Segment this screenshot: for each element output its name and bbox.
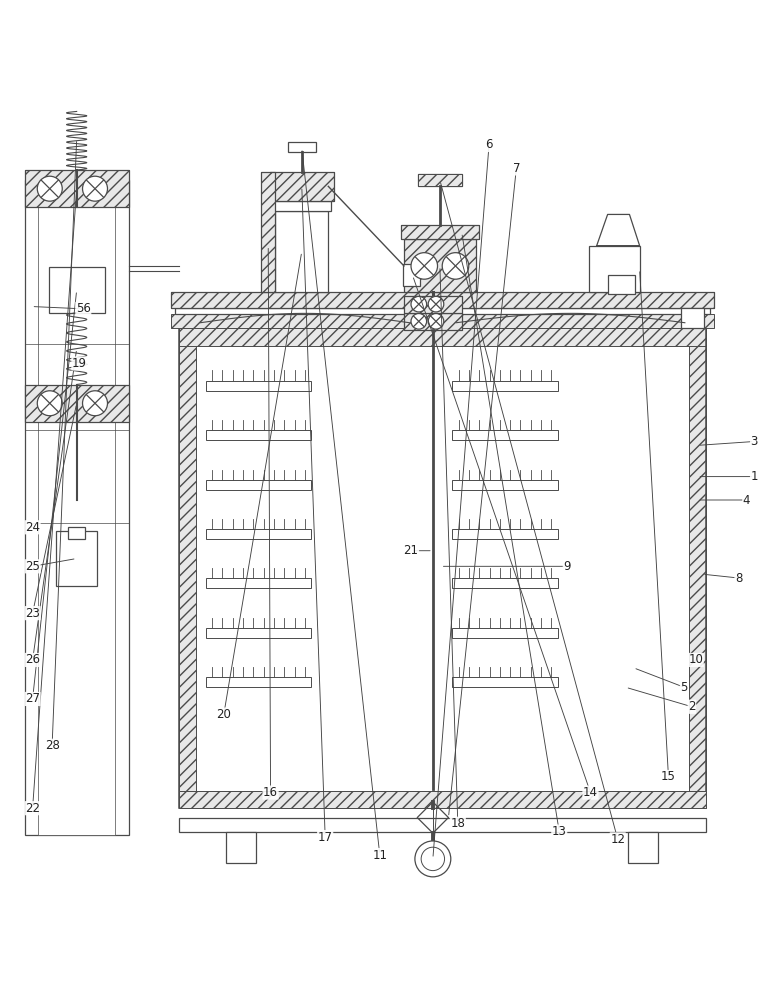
Text: 28: 28 (45, 739, 60, 752)
Circle shape (38, 391, 62, 416)
Text: 14: 14 (583, 786, 598, 799)
Bar (272, 201, 331, 211)
Circle shape (428, 314, 444, 329)
Bar (453, 578, 557, 588)
Circle shape (411, 314, 427, 329)
Text: 4: 4 (743, 493, 750, 506)
Bar (453, 529, 557, 539)
Bar (179, 791, 706, 808)
Bar (206, 381, 311, 391)
Bar (403, 313, 462, 330)
Text: 5: 5 (680, 681, 687, 694)
Bar (206, 578, 311, 588)
Circle shape (428, 296, 444, 312)
Bar (56, 531, 97, 586)
Bar (276, 211, 328, 292)
Bar (49, 267, 105, 313)
Bar (401, 225, 479, 239)
Text: 3: 3 (751, 435, 758, 448)
Bar (179, 791, 706, 808)
Bar (38, 180, 115, 835)
Bar (206, 677, 311, 687)
Text: 21: 21 (403, 544, 418, 557)
Bar (689, 328, 706, 808)
Circle shape (82, 176, 107, 201)
Text: 19: 19 (72, 357, 87, 370)
Bar (206, 480, 311, 490)
Bar (404, 239, 476, 292)
Bar (171, 292, 714, 308)
Text: 10: 10 (688, 653, 703, 666)
Text: 20: 20 (216, 708, 231, 721)
Bar (403, 264, 420, 286)
Bar (403, 313, 462, 330)
Bar (206, 628, 311, 638)
Text: 15: 15 (661, 770, 676, 783)
Bar (401, 225, 479, 239)
Bar (418, 174, 462, 186)
Bar (608, 275, 635, 294)
Bar (171, 314, 714, 328)
Text: 27: 27 (25, 692, 40, 705)
Bar (171, 292, 714, 308)
Circle shape (442, 253, 469, 279)
Bar (25, 170, 128, 207)
Bar (179, 328, 706, 808)
Bar (403, 296, 462, 313)
Bar (262, 172, 276, 292)
Text: 18: 18 (450, 817, 465, 830)
Bar (287, 142, 316, 152)
Bar (453, 677, 557, 687)
Bar (628, 832, 658, 863)
Text: 17: 17 (318, 831, 333, 844)
Text: 9: 9 (563, 560, 571, 573)
Circle shape (415, 841, 451, 877)
Bar (226, 832, 256, 863)
Text: 56: 56 (76, 302, 91, 315)
Text: 11: 11 (372, 849, 388, 862)
Circle shape (411, 253, 438, 279)
Bar (25, 180, 128, 835)
Text: 16: 16 (263, 786, 278, 799)
Text: 1: 1 (751, 470, 758, 483)
Bar (179, 328, 197, 808)
Bar (179, 325, 706, 346)
Bar (403, 296, 462, 313)
Bar (453, 381, 557, 391)
Text: 26: 26 (25, 653, 40, 666)
Circle shape (38, 176, 62, 201)
Text: 6: 6 (485, 138, 493, 151)
Text: 12: 12 (610, 833, 626, 846)
Circle shape (82, 391, 107, 416)
Text: 22: 22 (25, 802, 40, 815)
Text: 8: 8 (735, 572, 742, 585)
Circle shape (411, 296, 427, 312)
Bar (681, 308, 705, 328)
Circle shape (421, 847, 445, 871)
Bar (270, 172, 334, 201)
Bar (418, 174, 462, 186)
Bar (25, 385, 128, 422)
Text: 24: 24 (25, 521, 40, 534)
Bar (453, 480, 557, 490)
Bar (453, 430, 557, 440)
Text: 7: 7 (513, 162, 520, 175)
Bar (262, 172, 276, 292)
Bar (25, 385, 128, 422)
Bar (25, 170, 128, 207)
Bar (68, 527, 85, 539)
Text: 13: 13 (552, 825, 567, 838)
Text: 2: 2 (688, 700, 695, 713)
Bar (179, 818, 706, 832)
Bar (589, 246, 640, 292)
Text: 23: 23 (25, 607, 40, 620)
Bar (404, 239, 476, 292)
Bar (206, 529, 311, 539)
Bar (206, 430, 311, 440)
Bar (175, 308, 710, 314)
Text: 25: 25 (25, 560, 40, 573)
Bar (453, 628, 557, 638)
Bar (270, 172, 334, 201)
